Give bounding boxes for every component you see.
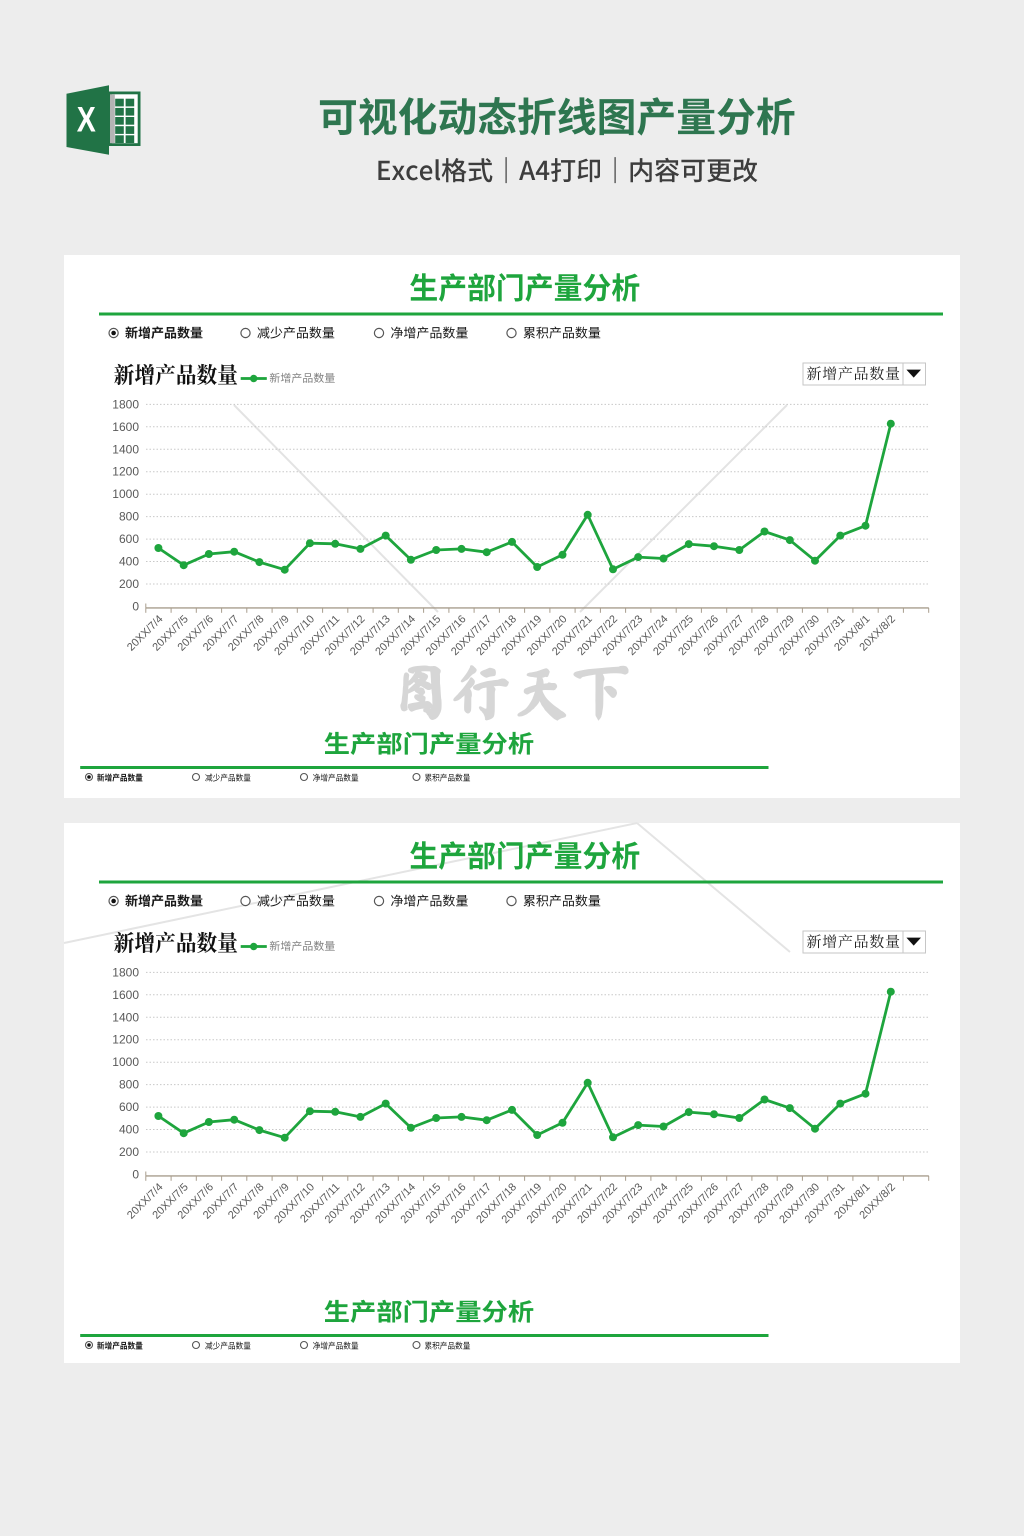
- svg-text:X: X: [77, 100, 97, 140]
